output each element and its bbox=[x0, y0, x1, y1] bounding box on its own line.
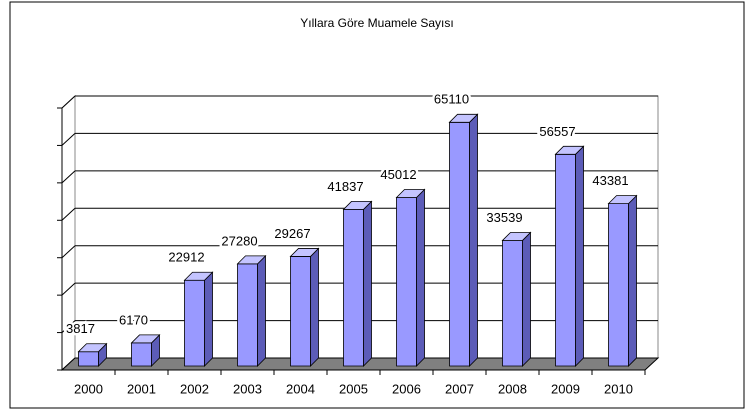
bar-side bbox=[522, 231, 531, 367]
x-tick-label: 2002 bbox=[180, 381, 209, 396]
x-tick-label: 2009 bbox=[551, 381, 580, 396]
value-label: 22912 bbox=[168, 250, 204, 265]
bar-top bbox=[183, 271, 214, 281]
x-tick-label: 2007 bbox=[445, 381, 474, 396]
x-tick-label: 2010 bbox=[604, 381, 633, 396]
bar-front bbox=[78, 351, 99, 367]
grid-line-side bbox=[61, 207, 76, 221]
grid-line-side bbox=[61, 320, 76, 333]
bar-front bbox=[608, 203, 629, 367]
bar-top bbox=[554, 145, 585, 155]
grid-line-side bbox=[61, 282, 76, 296]
value-label: 6170 bbox=[119, 312, 148, 327]
bar-side bbox=[363, 200, 372, 367]
bar bbox=[130, 333, 161, 367]
value-label: 43381 bbox=[592, 173, 628, 188]
bar-top bbox=[236, 255, 267, 265]
bar bbox=[554, 145, 585, 367]
bar-side bbox=[469, 113, 478, 367]
x-tick-label: 2008 bbox=[498, 381, 527, 396]
bar-side bbox=[310, 247, 319, 367]
bar-side bbox=[204, 271, 213, 367]
grid-line-side bbox=[61, 170, 76, 184]
bar-front bbox=[343, 209, 364, 367]
bar bbox=[607, 194, 638, 367]
bar-front bbox=[131, 342, 152, 367]
x-tick-label: 2003 bbox=[233, 381, 262, 396]
x-tick-label: 2000 bbox=[74, 381, 103, 396]
value-label: 56557 bbox=[539, 124, 575, 139]
chart-title: Yıllara Göre Muamele Sayısı bbox=[300, 16, 453, 30]
value-label: 29267 bbox=[274, 226, 310, 241]
bar-top bbox=[607, 195, 638, 205]
value-label: 41837 bbox=[327, 179, 363, 194]
bar-top bbox=[448, 113, 479, 123]
value-label: 65110 bbox=[434, 92, 469, 107]
bar-front bbox=[555, 153, 576, 367]
bar bbox=[289, 247, 320, 367]
bar-top bbox=[395, 189, 426, 198]
bar-side bbox=[257, 254, 266, 367]
x-tick-label: 2006 bbox=[392, 381, 421, 396]
bar-top bbox=[501, 232, 532, 241]
bar bbox=[183, 271, 214, 367]
value-label: 27280 bbox=[221, 233, 257, 248]
grid-line-side bbox=[61, 133, 76, 146]
bar-top bbox=[77, 343, 108, 353]
bar-side bbox=[416, 188, 425, 367]
value-label: 33539 bbox=[486, 210, 522, 225]
bar-top bbox=[342, 201, 373, 210]
bar-side bbox=[575, 145, 584, 367]
x-tick-label: 2004 bbox=[286, 381, 315, 396]
bar bbox=[236, 254, 267, 367]
bar-side bbox=[628, 194, 637, 367]
x-tick-label: 2001 bbox=[127, 381, 156, 396]
grid-line-side bbox=[61, 245, 76, 259]
bar bbox=[342, 200, 373, 367]
bar-front bbox=[396, 197, 417, 367]
bar-front bbox=[184, 279, 205, 367]
bar-front bbox=[502, 240, 523, 367]
bar bbox=[448, 113, 479, 367]
bar-front bbox=[290, 256, 311, 367]
bar bbox=[395, 188, 426, 367]
value-label: 3817 bbox=[66, 321, 95, 336]
bar-front bbox=[237, 263, 258, 367]
bar-top bbox=[289, 248, 320, 257]
value-label: 45012 bbox=[380, 167, 416, 182]
bar-front bbox=[449, 121, 470, 367]
bar bbox=[501, 231, 532, 367]
bar-top bbox=[130, 334, 161, 344]
bar bbox=[77, 342, 108, 367]
grid-line-side bbox=[61, 95, 76, 109]
x-tick-label: 2005 bbox=[339, 381, 368, 396]
